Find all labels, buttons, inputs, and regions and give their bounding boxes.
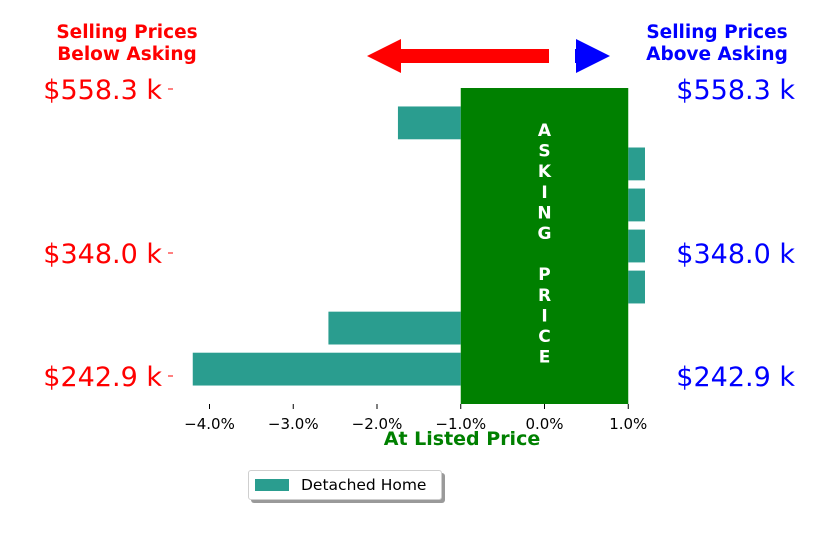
bar xyxy=(628,188,645,222)
bar xyxy=(192,352,461,386)
y-tick-label-right: $242.9 k xyxy=(676,362,795,393)
x-tick-label: −3.0% xyxy=(268,415,319,433)
bars-layer xyxy=(192,106,645,386)
legend: Detached Home xyxy=(248,470,442,500)
y-axis-left: $558.3 k $348.0 k $242.9 k xyxy=(43,75,173,393)
asking-price-letter: A xyxy=(538,121,552,141)
asking-price-letter: R xyxy=(538,286,551,306)
x-tick-label: −2.0% xyxy=(352,415,403,433)
y-axis-right: $558.3 k $348.0 k $242.9 k xyxy=(676,75,795,393)
x-axis-label: At Listed Price xyxy=(384,428,540,450)
x-tick-label: 0.0% xyxy=(525,415,563,433)
y-tick-label-left: $242.9 k xyxy=(43,362,162,393)
legend-swatch xyxy=(255,479,289,491)
asking-price-letter: K xyxy=(538,162,552,182)
asking-price-letter: P xyxy=(538,265,550,285)
asking-price-letter: G xyxy=(538,224,552,244)
y-tick-label-left: $348.0 k xyxy=(43,239,162,270)
bar xyxy=(397,106,461,140)
left-header-line1: Selling Prices xyxy=(56,22,197,43)
x-tick-label: 1.0% xyxy=(609,415,647,433)
y-tick-label-left: $558.3 k xyxy=(43,75,162,106)
left-arrow-icon xyxy=(367,39,549,73)
y-tick-label-right: $558.3 k xyxy=(676,75,795,106)
bar xyxy=(628,270,645,304)
left-header-line2: Below Asking xyxy=(57,44,197,65)
asking-price-letter: E xyxy=(539,348,551,368)
bar xyxy=(628,147,645,181)
asking-price-letter: C xyxy=(538,327,550,347)
bar xyxy=(328,311,461,345)
legend-label: Detached Home xyxy=(301,476,427,494)
y-tick-label-right: $348.0 k xyxy=(676,239,795,270)
asking-price-letter: S xyxy=(538,142,550,162)
right-header-line2: Above Asking xyxy=(646,44,788,65)
x-tick-label: −4.0% xyxy=(184,415,235,433)
asking-price-letter: I xyxy=(541,183,547,203)
x-axis-ticks: −4.0% −3.0% −2.0% −1.0% 0.0% 1.0% xyxy=(184,404,647,433)
x-tick-label: −1.0% xyxy=(435,415,486,433)
bar xyxy=(628,229,645,263)
right-arrow-icon xyxy=(575,39,610,73)
asking-price-letter: I xyxy=(541,306,547,326)
asking-price-letter: N xyxy=(537,203,551,223)
right-header-line1: Selling Prices xyxy=(646,22,787,43)
asking-price-band xyxy=(460,88,629,404)
